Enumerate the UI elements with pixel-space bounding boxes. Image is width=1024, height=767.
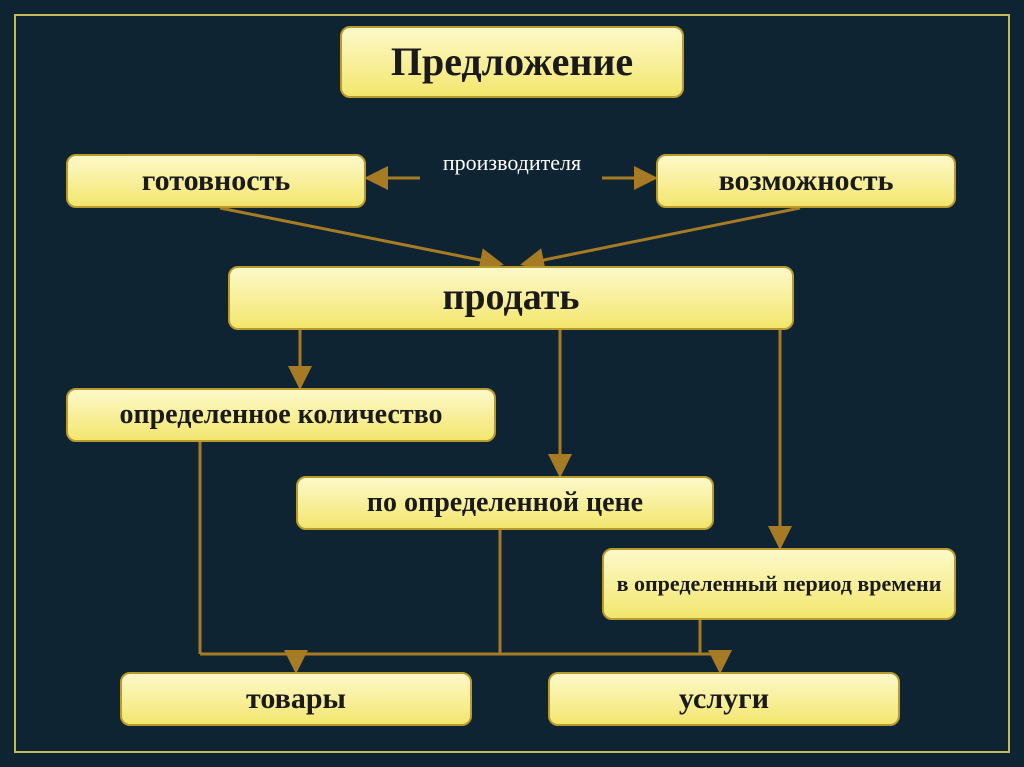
- node-ability: возможность: [656, 154, 956, 208]
- node-services: услуги: [548, 672, 900, 726]
- node-goods: товары: [120, 672, 472, 726]
- node-readiness: готовность: [66, 154, 366, 208]
- node-period: в определенный период времени: [602, 548, 956, 620]
- node-title: Предложение: [340, 26, 684, 98]
- node-sell: продать: [228, 266, 794, 330]
- node-quantity: определенное количество: [66, 388, 496, 442]
- outer-frame: [14, 14, 1010, 753]
- label-producer: производителя: [420, 150, 604, 176]
- node-price: по определенной цене: [296, 476, 714, 530]
